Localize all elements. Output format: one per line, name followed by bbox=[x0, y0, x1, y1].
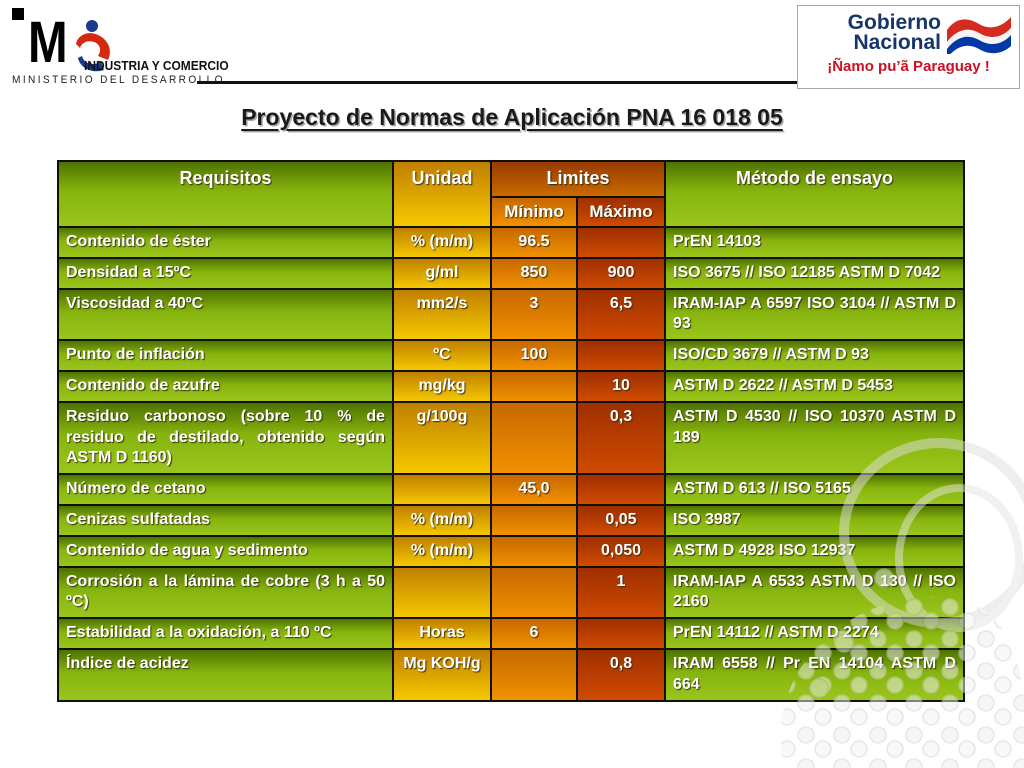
maximo-cell bbox=[576, 617, 666, 650]
header-rule bbox=[197, 81, 817, 84]
gobierno-nacional-logo: Gobierno Nacional ¡Ñamo pu’ã Paraguay ! bbox=[797, 5, 1020, 89]
metodo-cell: PrEN 14103 bbox=[664, 226, 965, 259]
minimo-cell: 100 bbox=[490, 339, 578, 372]
maximo-cell: 6,5 bbox=[576, 287, 666, 342]
metodo-cell: ISO 3987 bbox=[664, 503, 965, 537]
maximo-cell: 0,05 bbox=[576, 503, 666, 537]
minimo-cell bbox=[490, 565, 578, 620]
gobierno-slogan: ¡Ñamo pu’ã Paraguay ! bbox=[827, 58, 990, 75]
unidad-cell: g/ml bbox=[392, 256, 492, 290]
mic-black-square bbox=[12, 8, 24, 20]
mic-monogram: M bbox=[28, 10, 68, 75]
requisito-cell: Densidad a 15ºC bbox=[57, 256, 394, 290]
table-row: Residuo carbonoso (sobre 10 % de residuo… bbox=[57, 400, 965, 476]
column-header-requisitos: Requisitos bbox=[57, 160, 394, 228]
column-header-limites: Limites bbox=[490, 160, 666, 198]
table-row: Estabilidad a la oxidación, a 110 ºC Hor… bbox=[57, 617, 965, 650]
requisito-cell: Contenido de azufre bbox=[57, 369, 394, 403]
table-body: Contenido de éster % (m/m) 96.5 PrEN 141… bbox=[57, 226, 965, 702]
unidad-cell: % (m/m) bbox=[392, 534, 492, 568]
spec-table: Requisitos Unidad Limites Método de ensa… bbox=[57, 160, 965, 702]
metodo-cell: IRAM-IAP A 6533 ASTM D 130 // ISO 2160 bbox=[664, 565, 965, 620]
table-row: Número de cetano 45,0 ASTM D 613 // ISO … bbox=[57, 473, 965, 506]
minimo-cell bbox=[490, 534, 578, 568]
minimo-cell: 3 bbox=[490, 287, 578, 342]
column-header-metodo: Método de ensayo bbox=[664, 160, 965, 228]
mic-line1: INDUSTRIA Y COMERCIO bbox=[84, 58, 229, 73]
maximo-cell: 10 bbox=[576, 369, 666, 403]
table-row: Corrosión a la lámina de cobre (3 h a 50… bbox=[57, 565, 965, 620]
metodo-cell: ISO/CD 3679 // ASTM D 93 bbox=[664, 339, 965, 372]
mic-swoosh-icon bbox=[76, 20, 110, 72]
unidad-cell bbox=[392, 565, 492, 620]
maximo-cell: 0,3 bbox=[576, 400, 666, 476]
unidad-cell: mg/kg bbox=[392, 369, 492, 403]
minimo-cell: 45,0 bbox=[490, 473, 578, 506]
requisito-cell: Índice de acidez bbox=[57, 647, 394, 702]
mic-line2: MINISTERIO DEL DESARROLLO bbox=[12, 74, 225, 86]
table-header-row-2: Mínimo Máximo bbox=[58, 196, 964, 228]
metodo-cell: ASTM D 613 // ISO 5165 bbox=[664, 473, 965, 506]
requisito-cell: Punto de inflación bbox=[57, 339, 394, 372]
metodo-cell: ASTM D 4530 // ISO 10370 ASTM D 189 bbox=[664, 400, 965, 476]
metodo-cell: ASTM D 2622 // ASTM D 5453 bbox=[664, 369, 965, 403]
maximo-cell bbox=[576, 473, 666, 506]
table-row: Densidad a 15ºC g/ml 850 900 ISO 3675 //… bbox=[57, 256, 965, 290]
requisito-cell: Contenido de agua y sedimento bbox=[57, 534, 394, 568]
minimo-cell bbox=[490, 647, 578, 702]
gobierno-nacional-text: Gobierno Nacional bbox=[847, 11, 941, 54]
requisito-cell: Contenido de éster bbox=[57, 226, 394, 259]
unidad-cell: ºC bbox=[392, 339, 492, 372]
unidad-cell: Horas bbox=[392, 617, 492, 650]
maximo-cell: 0,8 bbox=[576, 647, 666, 702]
minimo-cell: 850 bbox=[490, 256, 578, 290]
table-row: Punto de inflación ºC 100 ISO/CD 3679 //… bbox=[57, 339, 965, 372]
unidad-cell: Mg KOH/g bbox=[392, 647, 492, 702]
minimo-cell bbox=[490, 503, 578, 537]
column-header-maximo: Máximo bbox=[576, 196, 666, 228]
page-title: Proyecto de Normas de Aplicación PNA 16 … bbox=[241, 104, 783, 130]
unidad-cell: % (m/m) bbox=[392, 226, 492, 259]
table-row: Índice de acidez Mg KOH/g 0,8 IRAM 6558 … bbox=[57, 647, 965, 702]
metodo-cell: ISO 3675 // ISO 12185 ASTM D 7042 bbox=[664, 256, 965, 290]
requisito-cell: Corrosión a la lámina de cobre (3 h a 50… bbox=[57, 565, 394, 620]
requisito-cell: Cenizas sulfatadas bbox=[57, 503, 394, 537]
metodo-cell: IRAM-IAP A 6597 ISO 3104 // ASTM D 93 bbox=[664, 287, 965, 342]
table-row: Contenido de éster % (m/m) 96.5 PrEN 141… bbox=[57, 226, 965, 259]
table-row: Viscosidad a 40ºC mm2/s 3 6,5 IRAM-IAP A… bbox=[57, 287, 965, 342]
minimo-cell bbox=[490, 369, 578, 403]
maximo-cell: 0,050 bbox=[576, 534, 666, 568]
maximo-cell bbox=[576, 339, 666, 372]
maximo-cell bbox=[576, 226, 666, 259]
gobierno-line2: Nacional bbox=[853, 31, 941, 54]
metodo-cell: ASTM D 4928 ISO 12937 bbox=[664, 534, 965, 568]
metodo-cell: IRAM 6558 // Pr EN 14104 ASTM D 664 bbox=[664, 647, 965, 702]
unidad-cell bbox=[392, 473, 492, 506]
table-header-row-1: Requisitos Unidad Limites Método de ensa… bbox=[57, 160, 965, 228]
requisito-cell: Estabilidad a la oxidación, a 110 ºC bbox=[57, 617, 394, 650]
unidad-cell: mm2/s bbox=[392, 287, 492, 342]
unidad-cell: % (m/m) bbox=[392, 503, 492, 537]
table-row: Contenido de agua y sedimento % (m/m) 0,… bbox=[57, 534, 965, 568]
unidad-cell: g/100g bbox=[392, 400, 492, 476]
requisito-cell: Viscosidad a 40ºC bbox=[57, 287, 394, 342]
requisito-cell: Número de cetano bbox=[57, 473, 394, 506]
maximo-cell: 1 bbox=[576, 565, 666, 620]
minimo-cell bbox=[490, 400, 578, 476]
gobierno-line1: Gobierno bbox=[847, 11, 941, 35]
maximo-cell: 900 bbox=[576, 256, 666, 290]
table-row: Cenizas sulfatadas % (m/m) 0,05 ISO 3987 bbox=[57, 503, 965, 537]
metodo-cell: PrEN 14112 // ASTM D 2274 bbox=[664, 617, 965, 650]
minimo-cell: 6 bbox=[490, 617, 578, 650]
table-row: Contenido de azufre mg/kg 10 ASTM D 2622… bbox=[57, 369, 965, 403]
minimo-cell: 96.5 bbox=[490, 226, 578, 259]
paraguay-flag-icon bbox=[947, 17, 1011, 54]
column-header-minimo: Mínimo bbox=[490, 196, 578, 228]
column-header-unidad: Unidad bbox=[392, 160, 492, 228]
requisito-cell: Residuo carbonoso (sobre 10 % de residuo… bbox=[57, 400, 394, 476]
mic-ministry-logo: M INDUSTRIA Y COMERCIO MINISTERIO DEL DE… bbox=[12, 8, 229, 88]
